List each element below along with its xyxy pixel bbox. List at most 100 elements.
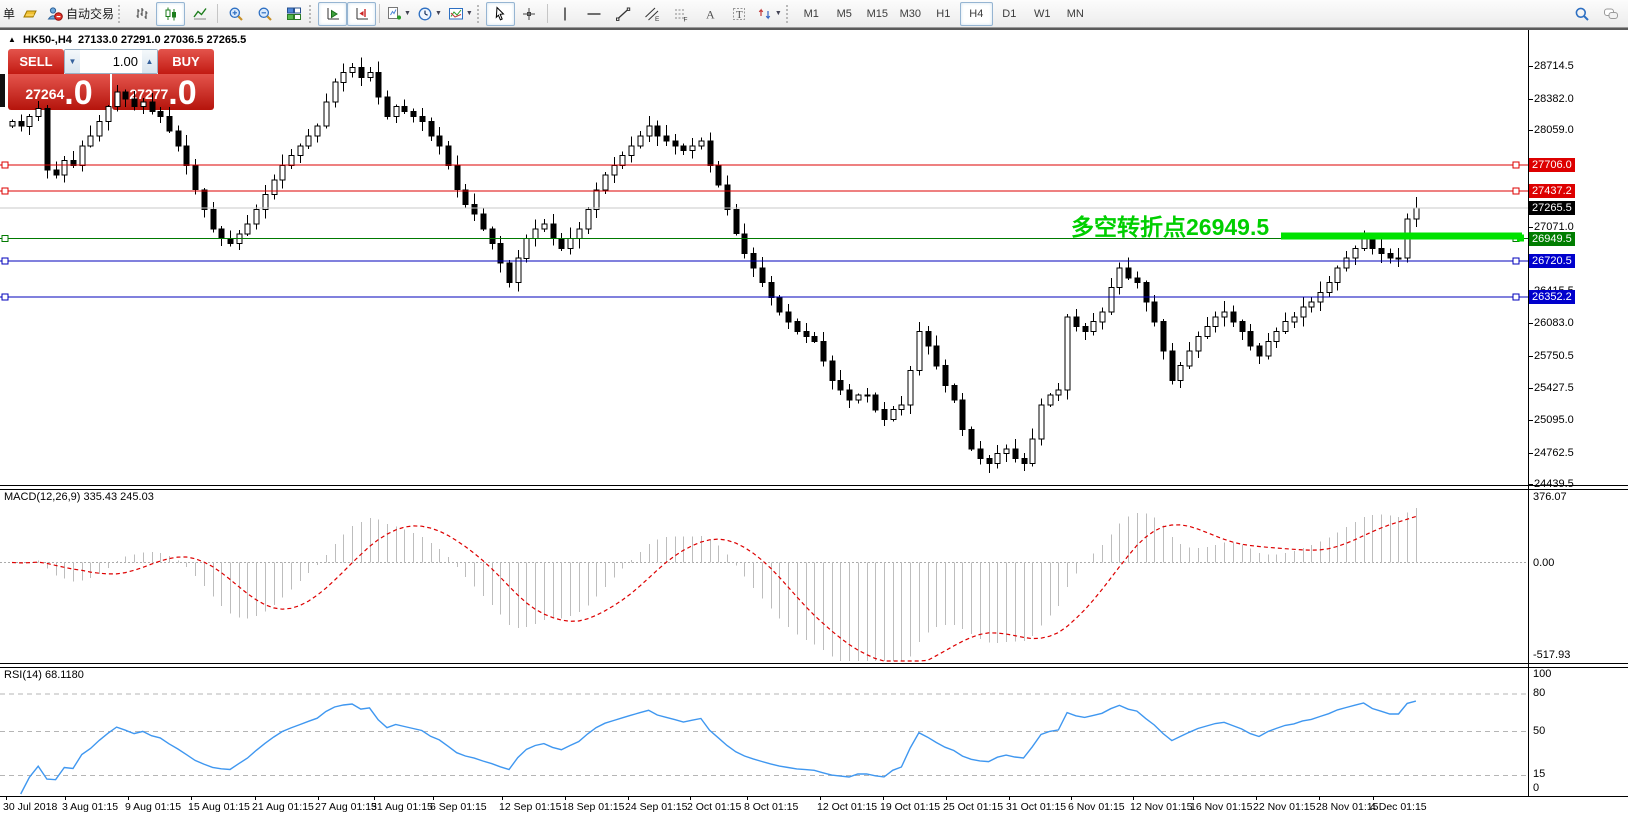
price-tick-label: 28714.5 bbox=[1529, 60, 1574, 73]
price-tick-label: 26083.0 bbox=[1529, 317, 1574, 330]
gold-icon[interactable] bbox=[15, 2, 44, 26]
trendline-button[interactable] bbox=[609, 2, 638, 26]
price-tick-label: 27071.0 bbox=[1529, 220, 1574, 233]
svg-text:A: A bbox=[706, 7, 715, 21]
time-axis-label: 24 Sep 01:15 bbox=[625, 801, 688, 813]
chart-window: ▲ HK50-,H4 27133.0 27291.0 27036.5 27265… bbox=[0, 28, 1628, 827]
price-tick-label: 28059.0 bbox=[1529, 124, 1574, 137]
timeframe-button-h4[interactable]: H4 bbox=[959, 1, 993, 26]
autotrade-button[interactable]: 自动交易 bbox=[44, 2, 117, 26]
time-axis-label: 15 Aug 01:15 bbox=[188, 801, 250, 813]
price-badge: 26352.2 bbox=[1529, 290, 1575, 305]
price-badge: 26720.5 bbox=[1529, 254, 1575, 269]
timeframe-button-m5[interactable]: M5 bbox=[836, 7, 852, 20]
time-axis-tick bbox=[433, 796, 434, 800]
timeframe-button-m15[interactable]: M15 bbox=[866, 7, 888, 20]
time-axis-tick bbox=[747, 796, 748, 800]
time-axis-tick bbox=[565, 796, 566, 800]
equidistant-channel-button[interactable]: E bbox=[638, 2, 667, 26]
timeframe-button-h1[interactable]: H1 bbox=[936, 7, 951, 20]
new-order-button[interactable]: ▼ bbox=[383, 2, 414, 26]
macd-panel-canvas[interactable] bbox=[0, 489, 1529, 663]
line-chart-button[interactable] bbox=[185, 2, 214, 26]
time-axis-tick bbox=[128, 796, 129, 800]
rsi-panel-canvas[interactable] bbox=[0, 667, 1529, 796]
rsi-scale-label: 100 bbox=[1533, 668, 1552, 680]
candlestick-button[interactable] bbox=[156, 1, 186, 26]
price-tick-label: 25427.5 bbox=[1529, 381, 1574, 394]
sell-price[interactable]: 27264.0 bbox=[8, 74, 110, 110]
price-badge: 27265.5 bbox=[1529, 200, 1575, 215]
toolbar-grip bbox=[309, 4, 315, 23]
chart-symbol-period: HK50-,H4 bbox=[22, 34, 72, 46]
fibonacci-button[interactable]: F bbox=[667, 2, 696, 26]
macd-scale-label: 0.00 bbox=[1533, 556, 1555, 569]
svg-text:E: E bbox=[655, 16, 660, 22]
toolbar-separator bbox=[546, 4, 548, 23]
orders-label[interactable]: 单 bbox=[3, 7, 16, 21]
time-axis-label: 12 Oct 01:15 bbox=[817, 801, 878, 813]
triangle-up-icon: ▲ bbox=[8, 35, 16, 44]
tile-windows-button[interactable] bbox=[279, 2, 308, 26]
time-axis[interactable] bbox=[0, 796, 1628, 797]
svg-text:F: F bbox=[684, 16, 688, 22]
volume-input[interactable] bbox=[80, 50, 142, 73]
buy-button[interactable]: BUY bbox=[158, 49, 214, 74]
buy-price[interactable]: 27277.0 bbox=[112, 74, 214, 110]
vline-button[interactable] bbox=[551, 2, 580, 26]
time-axis-tick bbox=[6, 796, 7, 800]
price-tick-label: 28382.0 bbox=[1529, 92, 1574, 105]
time-axis-tick bbox=[1009, 796, 1010, 800]
time-axis-label: 3 Aug 01:15 bbox=[62, 801, 119, 813]
time-axis-label: 31 Oct 01:15 bbox=[1006, 801, 1067, 813]
pivot-annotation[interactable]: 多空转折点26949.5 bbox=[1071, 214, 1270, 240]
time-axis-tick bbox=[820, 796, 821, 800]
time-axis-tick bbox=[1133, 796, 1134, 800]
text-label-button[interactable]: T bbox=[725, 2, 754, 26]
time-axis-tick bbox=[1256, 796, 1257, 800]
rsi-scale-label: 15 bbox=[1533, 768, 1546, 780]
timeframe-button-m30[interactable]: M30 bbox=[899, 7, 921, 20]
timeframe-button-m1[interactable]: M1 bbox=[803, 7, 819, 20]
svg-text:T: T bbox=[736, 9, 743, 21]
time-axis-label: 16 Nov 01:15 bbox=[1190, 801, 1253, 813]
time-axis-label: 19 Oct 01:15 bbox=[880, 801, 941, 813]
price-badge: 27437.2 bbox=[1529, 184, 1575, 198]
hline-button[interactable] bbox=[580, 2, 609, 26]
price-tick-label: 25095.0 bbox=[1529, 414, 1574, 426]
time-axis-label: 6 Sep 01:15 bbox=[430, 801, 487, 813]
panel-separator[interactable] bbox=[0, 663, 1628, 668]
time-axis-label: 27 Aug 01:15 bbox=[315, 801, 377, 813]
time-axis-label: 21 Aug 01:15 bbox=[252, 801, 314, 813]
chat-button[interactable] bbox=[1596, 2, 1625, 26]
period-button[interactable]: ▼ bbox=[414, 2, 445, 26]
volume-box: ▼ ▲ bbox=[64, 49, 158, 74]
arrows-button[interactable]: ▼ bbox=[754, 2, 785, 26]
main-chart-canvas[interactable] bbox=[0, 30, 1529, 487]
time-axis-tick bbox=[65, 796, 66, 800]
timeframe-button-d1[interactable]: D1 bbox=[1002, 7, 1017, 20]
time-axis-label: 28 Nov 01:15 bbox=[1316, 801, 1379, 813]
indicators-button[interactable]: ▼ bbox=[445, 2, 476, 26]
chart-ohlc-values: 27133.0 27291.0 27036.5 27265.5 bbox=[78, 34, 247, 46]
time-axis-label: 9 Aug 01:15 bbox=[125, 801, 182, 813]
zoom-in-button[interactable] bbox=[221, 2, 250, 26]
sell-button[interactable]: SELL bbox=[8, 49, 64, 74]
crosshair-button[interactable] bbox=[515, 2, 544, 26]
panel-separator[interactable] bbox=[0, 485, 1628, 490]
cursor-button[interactable] bbox=[485, 1, 515, 26]
search-button[interactable] bbox=[1567, 2, 1596, 26]
chart-shift-button[interactable] bbox=[347, 1, 377, 26]
time-axis-tick bbox=[946, 796, 947, 800]
timeframe-button-w1[interactable]: W1 bbox=[1034, 7, 1051, 20]
volume-increase-button[interactable]: ▲ bbox=[142, 50, 157, 73]
timeframe-button-mn[interactable]: MN bbox=[1066, 7, 1084, 20]
zoom-out-button[interactable] bbox=[250, 2, 279, 26]
text-button[interactable]: A bbox=[696, 2, 725, 26]
auto-scroll-button[interactable] bbox=[318, 1, 348, 26]
volume-decrease-button[interactable]: ▼ bbox=[65, 50, 80, 73]
rsi-scale-label: 50 bbox=[1533, 725, 1546, 737]
bar-chart-button[interactable] bbox=[127, 2, 156, 26]
price-badge: 26949.5 bbox=[1529, 231, 1575, 246]
time-axis-label: 25 Oct 01:15 bbox=[943, 801, 1004, 813]
